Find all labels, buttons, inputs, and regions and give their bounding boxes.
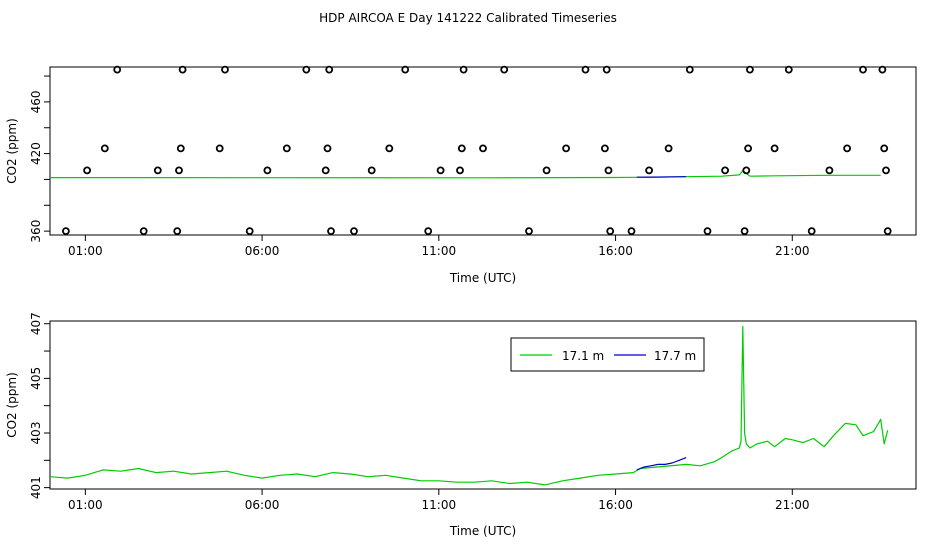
- calibration-point: [604, 166, 613, 175]
- calibration-point: [645, 166, 653, 175]
- calibration-point: [770, 144, 779, 153]
- calibration-point: [843, 144, 851, 153]
- calibration-point: [606, 227, 615, 236]
- bottom-x-tick-label: 11:00: [422, 498, 457, 512]
- calibration-point: [721, 166, 729, 175]
- calibration-point: [685, 65, 694, 74]
- bottom-y-tick-label: 403: [29, 422, 43, 445]
- calibration-point: [880, 144, 889, 153]
- calibration-point: [327, 227, 335, 236]
- legend-label-17-1m: 17.1 m: [562, 349, 604, 363]
- calibration-point: [321, 166, 330, 175]
- bottom-series-line-2: [636, 457, 687, 471]
- calibration-point: [562, 144, 570, 153]
- top-x-tick-label: 01:00: [68, 244, 103, 258]
- top-plot-frame: [49, 66, 917, 236]
- calibration-point: [456, 166, 464, 175]
- calibration-point: [883, 227, 892, 236]
- calibration-point: [500, 65, 509, 74]
- calibration-point: [401, 65, 410, 74]
- top-y-tick-label: 460: [29, 90, 43, 113]
- bottom-x-tick-label: 16:00: [598, 498, 633, 512]
- bottom-x-tick-label: 06:00: [245, 498, 280, 512]
- calibration-point: [385, 144, 394, 153]
- calibration-point: [436, 166, 445, 175]
- calibration-point: [601, 144, 609, 153]
- calibration-point: [459, 65, 468, 74]
- top-y-tick-label: 420: [29, 142, 43, 165]
- top-series-line-2: [636, 176, 687, 178]
- bottom-y-axis-label: CO2 (ppm): [5, 372, 19, 438]
- calibration-point: [627, 227, 636, 236]
- calibration-point: [367, 166, 376, 175]
- calibration-point: [175, 166, 183, 175]
- calibration-point: [746, 65, 754, 74]
- calibration-point: [302, 65, 311, 74]
- legend-label-17-7m: 17.7 m: [654, 349, 696, 363]
- top-x-tick-label: 06:00: [245, 244, 280, 258]
- calibration-point: [825, 166, 834, 175]
- calibration-point: [882, 166, 890, 175]
- top-x-tick-label: 16:00: [598, 244, 633, 258]
- calibration-point: [807, 227, 816, 236]
- calibration-point: [664, 144, 673, 153]
- calibration-point: [859, 65, 867, 74]
- calibration-point: [542, 166, 551, 175]
- calibration-point: [282, 144, 291, 153]
- legend: 17.1 m 17.7 m: [510, 337, 705, 372]
- calibration-point: [744, 144, 752, 153]
- calibration-point: [479, 144, 487, 153]
- calibration-point: [703, 227, 712, 236]
- chart-title: HDP AIRCOA E Day 141222 Calibrated Times…: [319, 11, 617, 25]
- top-y-tick-label: 360: [29, 220, 43, 243]
- calibration-point: [424, 227, 433, 236]
- bottom-panel: Time (UTC) CO2 (ppm) 01:00 06:00 11:00 16:0…: [5, 312, 917, 538]
- calibration-point: [742, 166, 751, 175]
- top-x-tick-label: 11:00: [422, 244, 457, 258]
- calibration-point: [178, 65, 187, 74]
- calibration-point: [100, 144, 109, 153]
- calibration-point: [323, 144, 332, 153]
- calibration-point: [325, 65, 334, 74]
- calibration-point: [173, 227, 182, 236]
- bottom-x-tick-label: 01:00: [68, 498, 103, 512]
- bottom-y-tick-label: 401: [29, 476, 43, 499]
- top-x-tick-label: 21:00: [775, 244, 810, 258]
- calibration-point: [525, 227, 533, 236]
- calibration-point: [602, 65, 611, 74]
- calibration-point: [62, 227, 70, 236]
- calibration-point: [153, 166, 162, 175]
- top-y-axis-label: CO2 (ppm): [5, 118, 19, 184]
- bottom-y-tick-label: 405: [29, 367, 43, 390]
- calibration-point: [221, 65, 229, 74]
- calibration-point: [878, 65, 887, 74]
- calibration-point: [139, 227, 148, 236]
- top-panel: Time (UTC) CO2 (ppm) 01:00 06:00 11:00 16:0…: [5, 65, 917, 285]
- bottom-x-axis-label: Time (UTC): [449, 524, 516, 538]
- calibration-point: [263, 166, 272, 175]
- calibration-point: [581, 65, 590, 74]
- calibration-point: [740, 227, 749, 236]
- bottom-x-tick-label: 21:00: [775, 498, 810, 512]
- calibration-point: [457, 144, 466, 153]
- calibration-point: [245, 227, 254, 236]
- top-x-axis-label: Time (UTC): [449, 271, 516, 285]
- bottom-series-line-1: [49, 325, 889, 486]
- calibration-point: [350, 227, 358, 236]
- calibration-point: [784, 65, 793, 74]
- bottom-plot-frame: [49, 320, 917, 490]
- calibration-point: [113, 65, 122, 74]
- bottom-y-tick-label: 407: [29, 312, 43, 335]
- calibration-point: [176, 144, 185, 153]
- top-series-line-1: [49, 170, 881, 179]
- calibration-point: [83, 166, 91, 175]
- calibration-point: [215, 144, 224, 153]
